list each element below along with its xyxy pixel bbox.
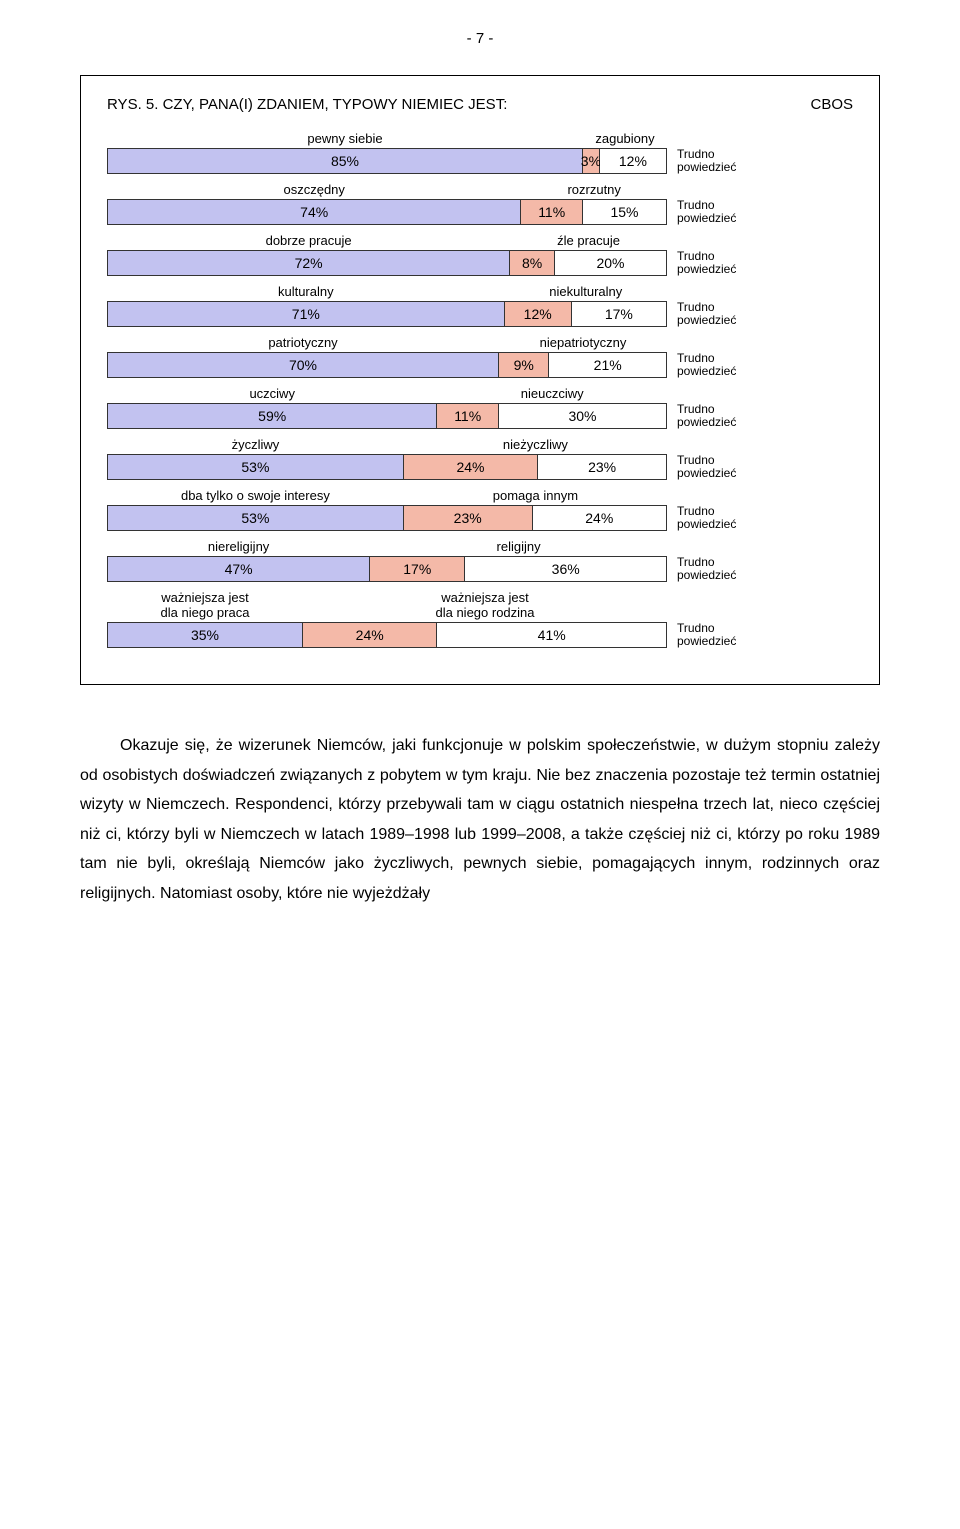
bar-row: 53%23%24%Trudnopowiedzieć: [107, 505, 853, 531]
page: - 7 - RYS. 5. CZY, PANA(I) ZDANIEM, TYPO…: [0, 0, 960, 969]
left-label: oszczędny: [283, 182, 344, 197]
chart-row: patriotyczny niepatriotyczny 70%9%21%Trudn…: [107, 335, 853, 378]
left-label: życzliwy: [232, 437, 280, 452]
bar-segment-1: 85%: [107, 148, 583, 174]
chart-row: życzliwy nieżyczliwy 53%24%23%Trudnopowied…: [107, 437, 853, 480]
bar-segment-1: 47%: [107, 556, 370, 582]
chart-row: dobrze pracuje źle pracuje 72%8%20%Trudnop…: [107, 233, 853, 276]
bar-segment-1: 35%: [107, 622, 303, 648]
chart-title: RYS. 5. CZY, PANA(I) ZDANIEM, TYPOWY NIE…: [107, 96, 507, 113]
right-label: źle pracuje: [557, 233, 620, 248]
left-label: uczciwy: [249, 386, 295, 401]
bar-segment-2: 11%: [521, 199, 583, 225]
bar-segment-3: 20%: [555, 250, 667, 276]
bar-row: 35%24%41%Trudnopowiedzieć: [107, 622, 853, 648]
chart-container: RYS. 5. CZY, PANA(I) ZDANIEM, TYPOWY NIE…: [80, 75, 880, 685]
bar-segment-2: 3%: [583, 148, 600, 174]
bar-segment-3: 17%: [572, 301, 667, 327]
trudno-label: Trudnopowiedzieć: [667, 556, 736, 582]
right-label: religijny: [497, 539, 541, 554]
trudno-label: Trudnopowiedzieć: [667, 403, 736, 429]
row-labels: pewny siebie zagubiony: [107, 131, 853, 146]
chart-row: oszczędny rozrzutny 74%11%15%Trudnopowiedz…: [107, 182, 853, 225]
row-labels: oszczędny rozrzutny: [107, 182, 853, 197]
bar-segment-2: 17%: [370, 556, 465, 582]
bar-segment-1: 53%: [107, 505, 404, 531]
trudno-label: Trudnopowiedzieć: [667, 301, 736, 327]
right-label: nieżyczliwy: [503, 437, 568, 452]
right-label: zagubiony: [595, 131, 654, 146]
right-label: rozrzutny: [567, 182, 620, 197]
body-text: Okazuje się, że wizerunek Niemców, jaki …: [80, 731, 880, 909]
trudno-label: Trudnopowiedzieć: [667, 250, 736, 276]
right-label: nieuczciwy: [521, 386, 584, 401]
chart-row: uczciwy nieuczciwy 59%11%30%Trudnopowiedzi…: [107, 386, 853, 429]
left-label: dba tylko o swoje interesy: [181, 488, 330, 503]
bar-segment-2: 8%: [510, 250, 555, 276]
trudno-label: Trudnopowiedzieć: [667, 505, 736, 531]
bar-segment-2: 24%: [404, 454, 538, 480]
row-labels: uczciwy nieuczciwy: [107, 386, 853, 401]
bar-segment-1: 70%: [107, 352, 499, 378]
bar-segment-2: 9%: [499, 352, 549, 378]
bar-segment-3: 41%: [437, 622, 667, 648]
left-label: ważniejsza jestdla niego praca: [161, 590, 250, 620]
chart-row: niereligijny religijny 47%17%36%Trudnopowi…: [107, 539, 853, 582]
bar-segment-3: 15%: [583, 199, 667, 225]
chart-row: kulturalny niekulturalny 71%12%17%Trudnopo…: [107, 284, 853, 327]
bar-segment-1: 53%: [107, 454, 404, 480]
bar-row: 72%8%20%Trudnopowiedzieć: [107, 250, 853, 276]
row-labels: życzliwy nieżyczliwy: [107, 437, 853, 452]
bar-segment-2: 12%: [505, 301, 572, 327]
bar-segment-1: 74%: [107, 199, 521, 225]
bar-segment-1: 59%: [107, 403, 437, 429]
trudno-label: Trudnopowiedzieć: [667, 622, 736, 648]
bar-segment-2: 11%: [437, 403, 499, 429]
bar-row: 47%17%36%Trudnopowiedzieć: [107, 556, 853, 582]
chart-header: RYS. 5. CZY, PANA(I) ZDANIEM, TYPOWY NIE…: [107, 96, 853, 131]
bar-segment-2: 23%: [404, 505, 533, 531]
row-labels: dobrze pracuje źle pracuje: [107, 233, 853, 248]
page-number: - 7 -: [80, 30, 880, 47]
bar-row: 74%11%15%Trudnopowiedzieć: [107, 199, 853, 225]
right-label: ważniejsza jestdla niego rodzina: [435, 590, 534, 620]
row-labels: ważniejsza jestdla niego praca ważniejsza…: [107, 590, 853, 620]
row-labels: patriotyczny niepatriotyczny: [107, 335, 853, 350]
trudno-label: Trudnopowiedzieć: [667, 199, 736, 225]
bar-row: 59%11%30%Trudnopowiedzieć: [107, 403, 853, 429]
left-label: kulturalny: [278, 284, 334, 299]
bar-segment-3: 24%: [533, 505, 667, 531]
bar-row: 53%24%23%Trudnopowiedzieć: [107, 454, 853, 480]
bar-row: 71%12%17%Trudnopowiedzieć: [107, 301, 853, 327]
right-label: pomaga innym: [493, 488, 578, 503]
bar-row: 85%3%12%Trudnopowiedzieć: [107, 148, 853, 174]
bar-segment-3: 36%: [465, 556, 667, 582]
bar-segment-3: 12%: [600, 148, 667, 174]
left-label: niereligijny: [208, 539, 269, 554]
bar-segment-2: 24%: [303, 622, 437, 648]
row-labels: dba tylko o swoje interesy pomaga innym: [107, 488, 853, 503]
chart-row: dba tylko o swoje interesy pomaga innym 53…: [107, 488, 853, 531]
corner-label: CBOS: [810, 96, 853, 113]
bar-segment-3: 30%: [499, 403, 667, 429]
row-labels: kulturalny niekulturalny: [107, 284, 853, 299]
bar-segment-1: 71%: [107, 301, 505, 327]
trudno-label: Trudnopowiedzieć: [667, 352, 736, 378]
chart-row: ważniejsza jestdla niego praca ważniejsza…: [107, 590, 853, 648]
bar-segment-1: 72%: [107, 250, 510, 276]
bar-row: 70%9%21%Trudnopowiedzieć: [107, 352, 853, 378]
left-label: patriotyczny: [268, 335, 337, 350]
row-labels: niereligijny religijny: [107, 539, 853, 554]
trudno-label: Trudnopowiedzieć: [667, 454, 736, 480]
right-label: niepatriotyczny: [540, 335, 627, 350]
left-label: pewny siebie: [307, 131, 382, 146]
bar-segment-3: 21%: [549, 352, 667, 378]
trudno-label: Trudnopowiedzieć: [667, 148, 736, 174]
bar-segment-3: 23%: [538, 454, 667, 480]
chart-rows: pewny siebiezagubiony85%3%12%Trudnopowie…: [107, 131, 853, 648]
paragraph: Okazuje się, że wizerunek Niemców, jaki …: [80, 731, 880, 909]
left-label: dobrze pracuje: [266, 233, 352, 248]
chart-row: pewny siebie zagubiony 85%3%12%Trudnopowie…: [107, 131, 853, 174]
right-label: niekulturalny: [549, 284, 622, 299]
